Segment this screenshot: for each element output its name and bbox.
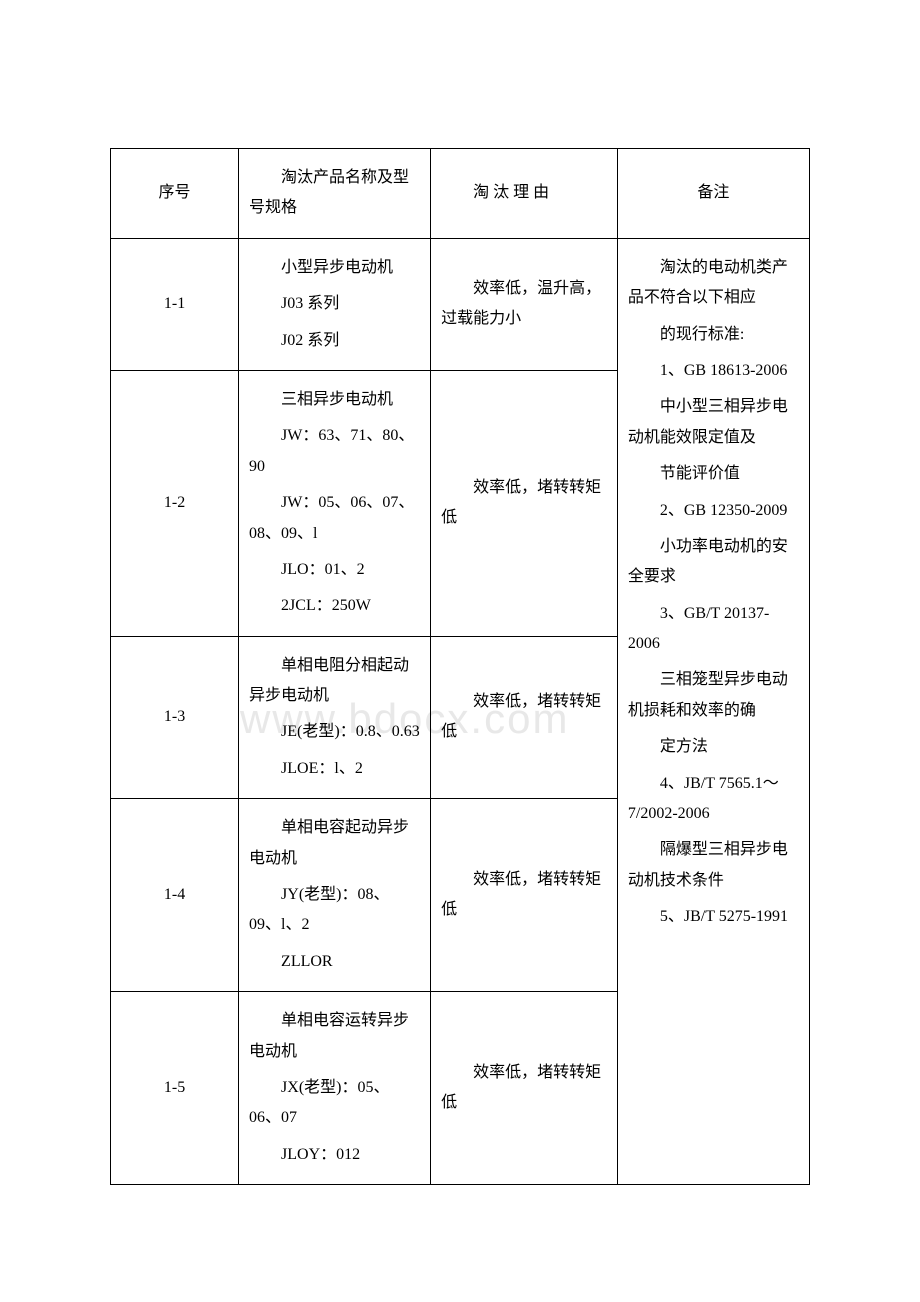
cell-name-3: 单相电阻分相起动异步电动机 JE(老型)：0.8、0.63 JLOE：l、2 — [239, 636, 431, 799]
table-container: www.bdocx.com 序号 淘汰产品名称及型号规格 淘 汰 理 由 — [110, 100, 810, 1185]
cell-reason-1: 效率低，温升高，过载能力小 — [431, 238, 618, 370]
cell-name-1: 小型异步电动机 J03 系列 J02 系列 — [239, 238, 431, 370]
cell-reason-3: 效率低，堵转转矩低 — [431, 636, 618, 799]
cell-name-4: 单相电容起动异步电动机 JY(老型)：08、09、l、2 ZLLOR — [239, 799, 431, 992]
cell-reason-4: 效率低，堵转转矩低 — [431, 799, 618, 992]
cell-seq-2: 1-2 — [111, 370, 239, 636]
header-seq: 序号 — [111, 149, 239, 239]
cell-name-2: 三相异步电动机 JW：63、71、80、90 JW：05、06、07、08、09… — [239, 370, 431, 636]
cell-note-merged: 淘汰的电动机类产品不符合以下相应 的现行标准: 1、GB 18613-2006 … — [617, 238, 809, 1184]
table-row: 1-1 小型异步电动机 J03 系列 J02 系列 效率低，温升高，过载能力小 … — [111, 238, 810, 370]
header-name: 淘汰产品名称及型号规格 — [239, 149, 431, 239]
header-note: 备注 — [617, 149, 809, 239]
product-table: 序号 淘汰产品名称及型号规格 淘 汰 理 由 备注 1-1 — [110, 148, 810, 1185]
cell-seq-1: 1-1 — [111, 238, 239, 370]
header-reason: 淘 汰 理 由 — [431, 149, 618, 239]
cell-name-5: 单相电容运转异步电动机 JX(老型)：05、06、07 JLOY：012 — [239, 992, 431, 1185]
cell-reason-5: 效率低，堵转转矩低 — [431, 992, 618, 1185]
cell-reason-2: 效率低，堵转转矩低 — [431, 370, 618, 636]
cell-seq-5: 1-5 — [111, 992, 239, 1185]
cell-seq-3: 1-3 — [111, 636, 239, 799]
table-header-row: 序号 淘汰产品名称及型号规格 淘 汰 理 由 备注 — [111, 149, 810, 239]
cell-seq-4: 1-4 — [111, 799, 239, 992]
